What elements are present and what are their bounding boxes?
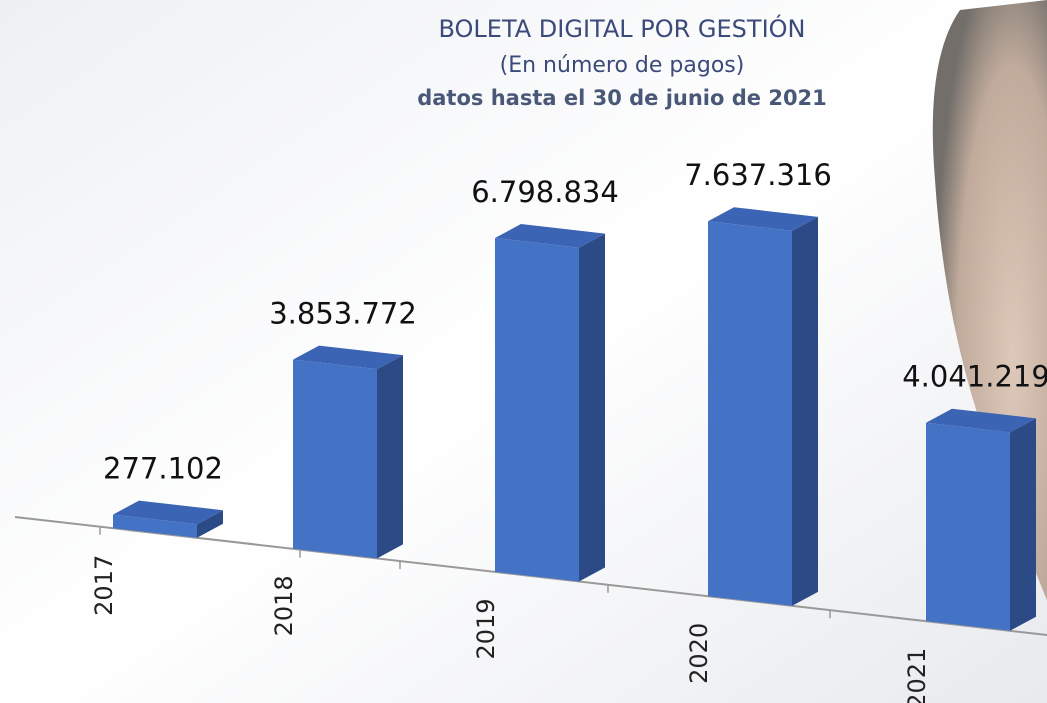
chart-note: datos hasta el 30 de junio de 2021 — [417, 86, 827, 110]
bar — [495, 238, 579, 581]
value-label: 6.798.834 — [471, 175, 619, 209]
value-label: 7.637.316 — [684, 158, 832, 192]
x-tick-label: 2021 — [903, 648, 931, 703]
value-label: 277.102 — [103, 452, 223, 486]
x-tick-label: 2018 — [270, 575, 298, 636]
bar-side — [377, 355, 403, 558]
bar — [708, 221, 792, 606]
bar — [926, 423, 1010, 631]
page: BOLETA DIGITAL POR GESTIÓN (En número de… — [0, 0, 1047, 703]
chart: BOLETA DIGITAL POR GESTIÓN (En número de… — [0, 0, 1047, 703]
bar-side — [1010, 418, 1036, 630]
chart-subtitle: (En número de pagos) — [500, 53, 745, 78]
x-tick-label: 2019 — [472, 598, 500, 659]
x-tick-label: 2020 — [685, 623, 713, 684]
x-tick-label: 2017 — [90, 555, 118, 616]
value-label: 3.853.772 — [269, 297, 417, 331]
bar — [293, 360, 377, 559]
bar-side — [792, 217, 818, 606]
bar-side — [579, 234, 605, 582]
value-label: 4.041.219 — [902, 360, 1047, 394]
chart-title: BOLETA DIGITAL POR GESTIÓN — [438, 13, 805, 43]
